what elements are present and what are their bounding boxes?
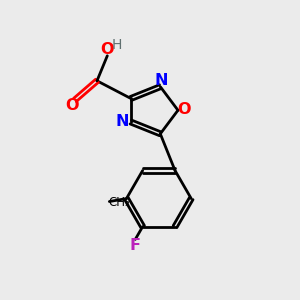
Text: N: N [116, 114, 129, 129]
Text: CH₃: CH₃ [108, 196, 130, 209]
Text: O: O [100, 42, 114, 57]
Text: O: O [178, 102, 191, 117]
Text: F: F [129, 238, 140, 253]
Text: O: O [65, 98, 79, 113]
Text: N: N [154, 73, 168, 88]
Text: H: H [112, 38, 122, 52]
